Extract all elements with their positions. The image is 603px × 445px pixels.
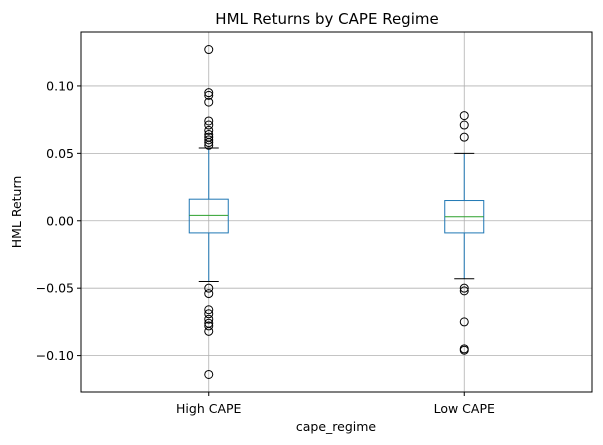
x-axis-label: cape_regime: [296, 419, 377, 434]
outlier-point: [204, 116, 214, 126]
outlier-point: [459, 132, 469, 142]
outlier-point: [204, 305, 214, 315]
outlier-point: [204, 283, 214, 293]
x-tick-label: High CAPE: [176, 401, 242, 416]
iqr-box: [188, 198, 229, 234]
outlier-point: [204, 326, 214, 336]
box-layer: [188, 45, 485, 379]
box-low-cape: [444, 111, 485, 355]
chart-title: HML Returns by CAPE Regime: [215, 10, 438, 28]
outlier-point: [204, 45, 214, 55]
outlier-point: [204, 314, 214, 324]
y-axis: −0.10 −0.05 0.00 0.05 0.10: [36, 78, 81, 363]
outlier-point: [459, 120, 469, 130]
outlier-point: [204, 138, 214, 148]
outlier-point: [459, 286, 469, 296]
y-tick-label: 0.10: [46, 78, 74, 93]
x-tick-label: Low CAPE: [434, 401, 495, 416]
grid-lines: [81, 32, 592, 392]
outlier-point: [204, 140, 214, 150]
x-axis: High CAPE Low CAPE: [176, 392, 495, 416]
outlier-point: [459, 283, 469, 293]
outlier-point: [204, 289, 214, 299]
plot-area-frame: [80, 31, 593, 393]
outlier-point: [459, 111, 469, 121]
y-tick-label: 0.00: [46, 213, 74, 228]
outlier-point: [204, 369, 214, 379]
outlier-point: [204, 88, 214, 98]
outlier-point: [204, 97, 214, 107]
outlier-point: [459, 317, 469, 327]
y-tick-label: −0.10: [36, 348, 74, 363]
outlier-point: [204, 135, 214, 145]
outlier-point: [204, 90, 214, 100]
outlier-point: [204, 309, 214, 319]
y-axis-label: HML Return: [9, 176, 24, 249]
outlier-point: [204, 321, 214, 331]
box-high-cape: [188, 45, 229, 379]
y-tick-label: 0.05: [46, 146, 74, 161]
outlier-point: [204, 120, 214, 130]
outlier-point: [204, 125, 214, 135]
y-tick-label: −0.05: [36, 281, 74, 296]
outlier-point: [459, 345, 469, 355]
